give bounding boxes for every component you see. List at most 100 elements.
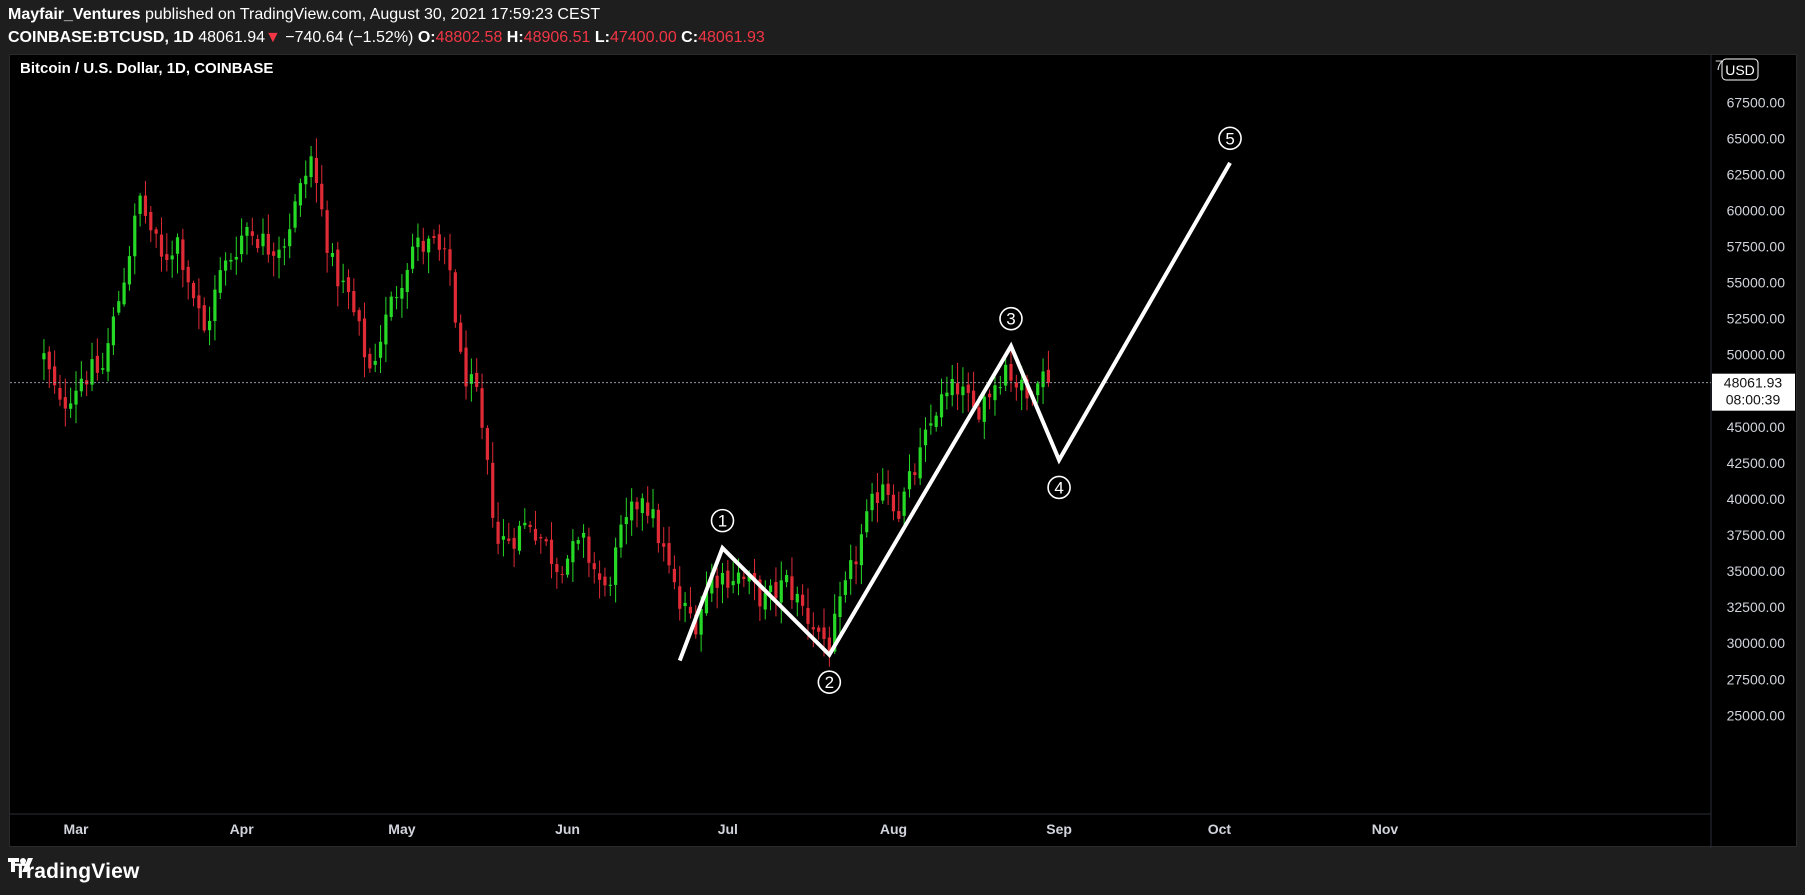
wave-label-5[interactable]: 5 [1225,129,1234,148]
price-tick-label: 30000.00 [1727,635,1786,651]
candle-body [127,256,132,285]
last-price-badge: 48061.93 08:00:39 [1712,373,1795,411]
candle-body [993,385,997,401]
candle-body [1009,364,1013,381]
candle-body [929,423,933,426]
candle-body [95,355,99,373]
publish-info: published on TradingView.com, August 30,… [140,6,601,23]
wave-label-circle[interactable] [817,670,842,694]
candle-body [961,386,965,396]
price-tick-label: 55000.00 [1727,275,1786,291]
candle-body [854,561,858,565]
price-tick-label: 25000.00 [1727,707,1786,723]
candle-body [549,539,554,564]
candle-body [79,378,83,392]
candle-body [587,536,591,563]
last-price-value: 48061.94 [198,29,265,46]
candle-body [747,575,751,582]
candle-body [101,368,105,370]
candle-body [175,237,180,254]
candle-body [731,581,735,586]
candle-body [410,246,415,269]
wave-line[interactable] [677,161,1232,662]
wave-label-circle[interactable] [999,306,1023,331]
wave-label-4[interactable]: 4 [1054,478,1063,497]
candle-body [341,280,345,283]
high-label: H: [506,29,524,46]
candle-body [806,607,810,624]
down-arrow-icon: ▼ [264,29,281,46]
candle-body [902,491,906,516]
candle-body [111,316,116,346]
candle-body [651,509,655,519]
candle-body [950,379,954,396]
last-price-box [1712,373,1795,411]
author-name[interactable]: Mayfair_Ventures [8,6,141,23]
candle-body [496,521,500,544]
candle-body [378,341,383,358]
countdown-text: 08:00:39 [1726,392,1781,408]
tradingview-footer[interactable]: TradingView [8,857,140,887]
price-tick-label: 52500.00 [1727,311,1786,327]
time-tick-label: Sep [1046,821,1072,837]
currency-box[interactable] [1721,58,1759,81]
wave-label-1[interactable]: 1 [718,512,727,531]
low-value: 47400.00 [609,29,677,46]
price-tick-label: 50000.00 [1727,347,1786,363]
candle-body [432,235,436,238]
chart-area[interactable]: Bitcoin / U.S. Dollar, 1D, COINBASE 2500… [9,54,1798,848]
candle-body [784,575,789,583]
currency-label[interactable]: USD [1725,62,1755,78]
candle-body [421,240,425,252]
candle-body [918,447,922,479]
candle-body [571,541,575,563]
price-tick-label: 62500.00 [1727,166,1786,182]
candle-body [710,572,714,594]
candle-body [170,255,174,260]
candle-body [811,627,815,630]
low-label: L: [594,29,610,46]
candle-body [69,403,73,409]
wave-label-circle[interactable] [1218,126,1242,151]
wave-label-circle[interactable] [1047,475,1071,500]
candle-body [245,226,249,236]
candle-body [758,579,762,607]
candle-body [870,493,874,511]
wave-label-circle[interactable] [710,508,735,533]
chart-header: Mayfair_Ventures published on TradingVie… [8,0,1798,50]
wave-label-2[interactable]: 2 [825,673,834,692]
candle-body [400,288,404,299]
candle-body [117,301,121,313]
candle-body [640,498,644,514]
candle-body [939,394,944,418]
candle-body [197,295,201,309]
candle-body [955,383,960,395]
candle-body [293,201,297,228]
candle-body [790,576,794,601]
wave-label-3[interactable]: 3 [1006,310,1015,329]
candle-body [298,183,303,206]
candle-body [266,233,270,255]
candle-body [250,231,254,236]
candle-body [491,462,495,518]
elliott-wave[interactable]: 1 2 3 4 5 [677,126,1242,694]
candle-body [480,388,484,428]
candle-body [154,229,158,234]
open-value: 48802.58 [435,29,503,46]
candle-body [982,396,986,422]
candle-body [1046,369,1051,383]
candle-body [897,511,901,519]
candle-body [240,235,244,255]
candle-body [261,233,265,247]
candle-body [565,558,570,575]
candle-body [122,282,126,305]
chart-title: Bitcoin / U.S. Dollar, 1D, COINBASE [20,60,273,77]
currency-badge[interactable]: USD [1721,58,1759,81]
candle-body [539,537,543,539]
candle-body [891,494,896,512]
candle-body [779,580,783,603]
candle-body [715,575,719,588]
candle-body [555,564,559,573]
time-axis[interactable]: Mar Apr May Jun Jul Aug Sep Oct Nov [64,821,1399,837]
price-chart[interactable]: Bitcoin / U.S. Dollar, 1D, COINBASE 2500… [10,55,1798,848]
